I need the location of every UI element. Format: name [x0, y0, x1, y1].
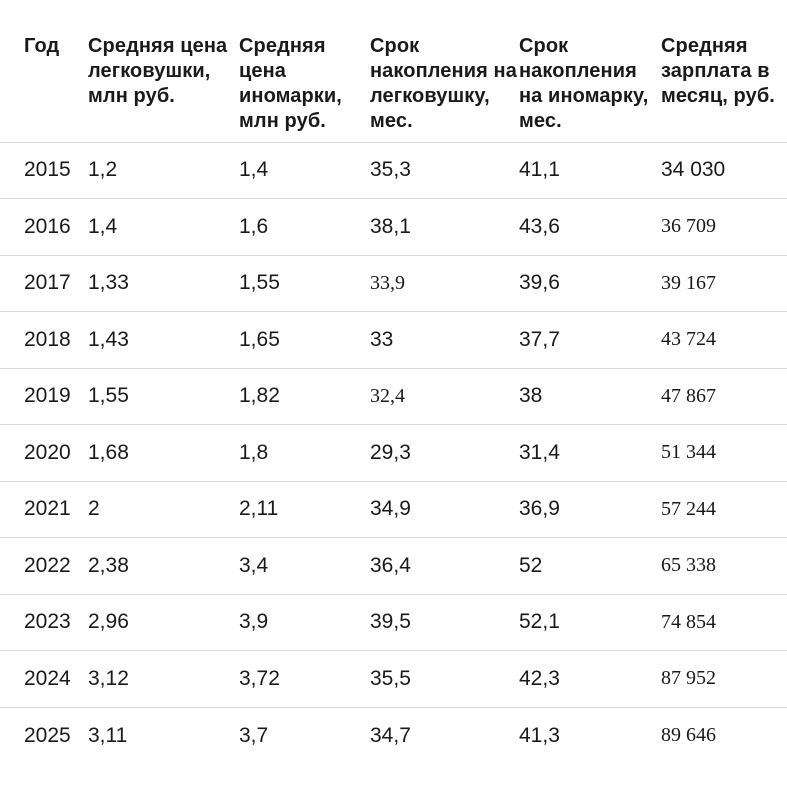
cell-saving-period-foreign-car: 41,1	[519, 142, 661, 199]
table-row: 2024 3,12 3,72 35,5 42,3 87 952	[0, 650, 787, 708]
cell-avg-foreign-car-price: 1,65	[239, 311, 370, 369]
header-avg-foreign-car-price: Средняя цена иномарки, млн руб.	[239, 35, 342, 132]
cell-avg-foreign-car-price: 3,4	[239, 537, 370, 595]
table-row: 2025 3,11 3,7 34,7 41,3 89 646	[0, 707, 787, 764]
cell-saving-period-foreign-car: 39,6	[519, 255, 661, 312]
cell-year: 2024	[0, 650, 88, 708]
cell-avg-foreign-car-price: 3,72	[239, 650, 370, 708]
cell-year: 2019	[0, 368, 88, 425]
table-row: 2023 2,96 3,9 39,5 52,1 74 854	[0, 594, 787, 651]
table-row: 2020 1,68 1,8 29,3 31,4 51 344	[0, 424, 787, 482]
cell-saving-period-car: 39,5	[370, 594, 519, 651]
cell-avg-foreign-car-price: 1,4	[239, 142, 370, 199]
cell-avg-car-price: 3,12	[88, 650, 239, 708]
header-saving-period-car: Срок накопления на легковушку, мес.	[370, 35, 517, 132]
cell-year: 2018	[0, 311, 88, 369]
cell-avg-monthly-salary: 74 854	[661, 594, 787, 651]
cell-avg-foreign-car-price: 3,9	[239, 594, 370, 651]
cell-avg-foreign-car-price: 1,8	[239, 424, 370, 482]
header-saving-period-foreign-car: Срок накопления на иномарку, мес.	[519, 35, 649, 132]
cell-saving-period-foreign-car: 52,1	[519, 594, 661, 651]
cell-avg-foreign-car-price: 2,11	[239, 481, 370, 538]
car-affordability-table: Год Средняя цена легковушки, млн руб. Ср…	[0, 0, 787, 764]
cell-avg-monthly-salary: 39 167	[661, 255, 787, 312]
cell-saving-period-foreign-car: 31,4	[519, 424, 661, 482]
cell-avg-monthly-salary: 47 867	[661, 368, 787, 425]
table-row: 2018 1,43 1,65 33 37,7 43 724	[0, 311, 787, 369]
cell-year: 2025	[24, 723, 71, 747]
cell-avg-foreign-car-price: 1,82	[239, 368, 370, 425]
cell-saving-period-foreign-car: 52	[519, 537, 661, 595]
cell-saving-period-car: 36,4	[370, 537, 519, 595]
cell-avg-foreign-car-price: 1,55	[239, 255, 370, 312]
header-avg-car-price: Средняя цена легковушки, млн руб.	[88, 35, 228, 107]
cell-saving-period-car: 38,1	[370, 198, 519, 256]
cell-saving-period-car: 35,3	[370, 142, 519, 199]
cell-avg-car-price: 2	[88, 481, 239, 538]
table-row: 2022 2,38 3,4 36,4 52 65 338	[0, 537, 787, 595]
cell-year: 2021	[0, 481, 88, 538]
cell-avg-car-price: 1,33	[88, 255, 239, 312]
header-year: Год	[24, 35, 60, 57]
cell-saving-period-car: 29,3	[370, 424, 519, 482]
cell-avg-monthly-salary: 51 344	[661, 424, 787, 482]
table-header: Год Средняя цена легковушки, млн руб. Ср…	[0, 0, 787, 142]
cell-saving-period-car: 32,4	[370, 368, 519, 425]
cell-saving-period-foreign-car: 42,3	[519, 650, 661, 708]
cell-year: 2023	[0, 594, 88, 651]
cell-avg-monthly-salary: 57 244	[661, 481, 787, 538]
cell-avg-car-price: 2,38	[88, 537, 239, 595]
cell-avg-monthly-salary: 65 338	[661, 537, 787, 595]
cell-avg-car-price: 1,68	[88, 424, 239, 482]
cell-avg-monthly-salary: 34 030	[661, 142, 787, 199]
cell-saving-period-foreign-car: 41,3	[519, 723, 560, 747]
cell-saving-period-foreign-car: 36,9	[519, 481, 661, 538]
header-row: Год Средняя цена легковушки, млн руб. Ср…	[0, 0, 787, 142]
cell-avg-monthly-salary: 36 709	[661, 198, 787, 256]
cell-year: 2017	[0, 255, 88, 312]
table-row: 2015 1,2 1,4 35,3 41,1 34 030	[0, 142, 787, 199]
cell-year: 2015	[0, 142, 88, 199]
cell-avg-monthly-salary: 43 724	[661, 311, 787, 369]
cell-avg-car-price: 1,55	[88, 368, 239, 425]
cell-year: 2020	[0, 424, 88, 482]
table-body: 2015 1,2 1,4 35,3 41,1 34 030 2016 1,4 1…	[0, 142, 787, 764]
cell-avg-car-price: 1,43	[88, 311, 239, 369]
cell-avg-foreign-car-price: 1,6	[239, 198, 370, 256]
table-row: 2021 2 2,11 34,9 36,9 57 244	[0, 481, 787, 538]
cell-saving-period-foreign-car: 37,7	[519, 311, 661, 369]
cell-year: 2016	[0, 198, 88, 256]
cell-saving-period-car: 34,7	[370, 723, 411, 747]
cell-avg-foreign-car-price: 3,7	[239, 723, 269, 747]
cell-year: 2022	[0, 537, 88, 595]
cell-avg-car-price: 3,11	[88, 723, 128, 747]
cell-saving-period-foreign-car: 43,6	[519, 198, 661, 256]
cell-avg-monthly-salary: 89 646	[661, 724, 716, 746]
table-row: 2019 1,55 1,82 32,4 38 47 867	[0, 368, 787, 425]
cell-saving-period-foreign-car: 38	[519, 368, 661, 425]
cell-saving-period-car: 35,5	[370, 650, 519, 708]
header-avg-monthly-salary: Средняя зарплата в месяц, руб.	[661, 35, 775, 107]
cell-avg-car-price: 1,4	[88, 198, 239, 256]
cell-saving-period-car: 33	[370, 311, 519, 369]
cell-avg-car-price: 2,96	[88, 594, 239, 651]
cell-saving-period-car: 33,9	[370, 255, 519, 312]
table-row: 2017 1,33 1,55 33,9 39,6 39 167	[0, 255, 787, 312]
cell-avg-monthly-salary: 87 952	[661, 650, 787, 708]
cell-saving-period-car: 34,9	[370, 481, 519, 538]
table-row: 2016 1,4 1,6 38,1 43,6 36 709	[0, 198, 787, 256]
cell-avg-car-price: 1,2	[88, 142, 239, 199]
